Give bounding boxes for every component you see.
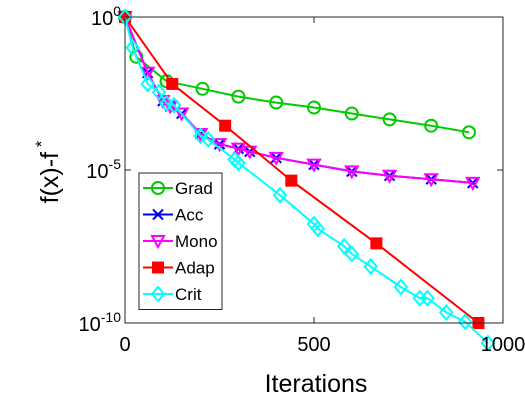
legend-label-acc: Acc	[175, 206, 204, 225]
legend-label-crit: Crit	[175, 285, 202, 304]
data-point-crit	[310, 220, 326, 238]
series-line-adap	[124, 16, 480, 324]
data-point-grad	[382, 112, 397, 127]
series-line-acc	[124, 16, 473, 184]
data-point-mono	[268, 151, 284, 166]
data-point-crit	[438, 303, 454, 322]
y-tick-label: 100	[91, 3, 121, 30]
x-axis-label: Iterations	[265, 370, 368, 398]
x-tick-label: 500	[297, 334, 330, 356]
legend-label-adap: Adap	[175, 259, 215, 278]
legend-marker-mono	[150, 235, 166, 250]
data-point-crit	[166, 96, 182, 114]
data-point-mono	[344, 165, 360, 180]
series-line-crit	[124, 16, 489, 344]
legend: Grad Acc Mono Adap Crit	[138, 172, 223, 310]
data-point-grad	[269, 95, 284, 110]
data-point-grad	[344, 106, 359, 121]
data-point-mono	[381, 169, 398, 184]
data-point-crit	[457, 313, 473, 331]
legend-label-grad: Grad	[175, 179, 213, 198]
data-point-grad	[231, 89, 246, 104]
series-line-mono	[124, 16, 473, 184]
data-point-mono	[465, 176, 481, 191]
data-point-crit	[336, 237, 352, 255]
data-point-crit	[193, 127, 208, 145]
data-point-crit	[200, 130, 216, 148]
data-point-adap	[219, 119, 232, 132]
data-point-crit	[393, 278, 409, 296]
data-point-mono	[306, 158, 322, 173]
data-point-mono	[230, 142, 247, 157]
data-point-grad	[195, 81, 210, 96]
legend-label-mono: Mono	[175, 232, 218, 251]
series-line-grad	[124, 16, 470, 134]
legend-marker-adap	[152, 261, 164, 274]
data-point-crit	[480, 334, 496, 352]
legend-marker-crit	[150, 285, 166, 303]
data-point-mono	[423, 173, 439, 188]
data-point-adap	[285, 174, 298, 187]
data-point-grad	[424, 118, 439, 133]
data-point-grad	[307, 100, 321, 115]
data-point-crit	[151, 83, 167, 101]
data-point-crit	[420, 289, 435, 307]
data-point-crit	[125, 39, 140, 57]
plot-area	[117, 8, 496, 352]
data-point-adap	[166, 77, 179, 90]
data-point-grad	[461, 125, 476, 140]
legend-marker-grad	[151, 181, 165, 195]
data-point-crit	[363, 258, 379, 276]
data-point-crit	[272, 186, 288, 204]
data-point-crit	[140, 75, 155, 93]
data-point-adap	[370, 237, 383, 250]
axes: 0 500 1000 100 10-5 10-10	[79, 3, 525, 356]
legend-marker-acc	[152, 208, 164, 221]
x-tick-label: 1000	[481, 334, 525, 356]
data-point-mono	[174, 107, 190, 122]
y-tick-label: 10-5	[86, 156, 121, 183]
data-point-crit	[231, 154, 246, 172]
data-point-crit	[344, 245, 360, 263]
y-tick-label: 10-10	[79, 309, 122, 336]
data-point-mono	[139, 66, 156, 81]
y-axis-label: f(x)-f *	[32, 140, 64, 203]
x-tick-label: 0	[119, 334, 130, 356]
